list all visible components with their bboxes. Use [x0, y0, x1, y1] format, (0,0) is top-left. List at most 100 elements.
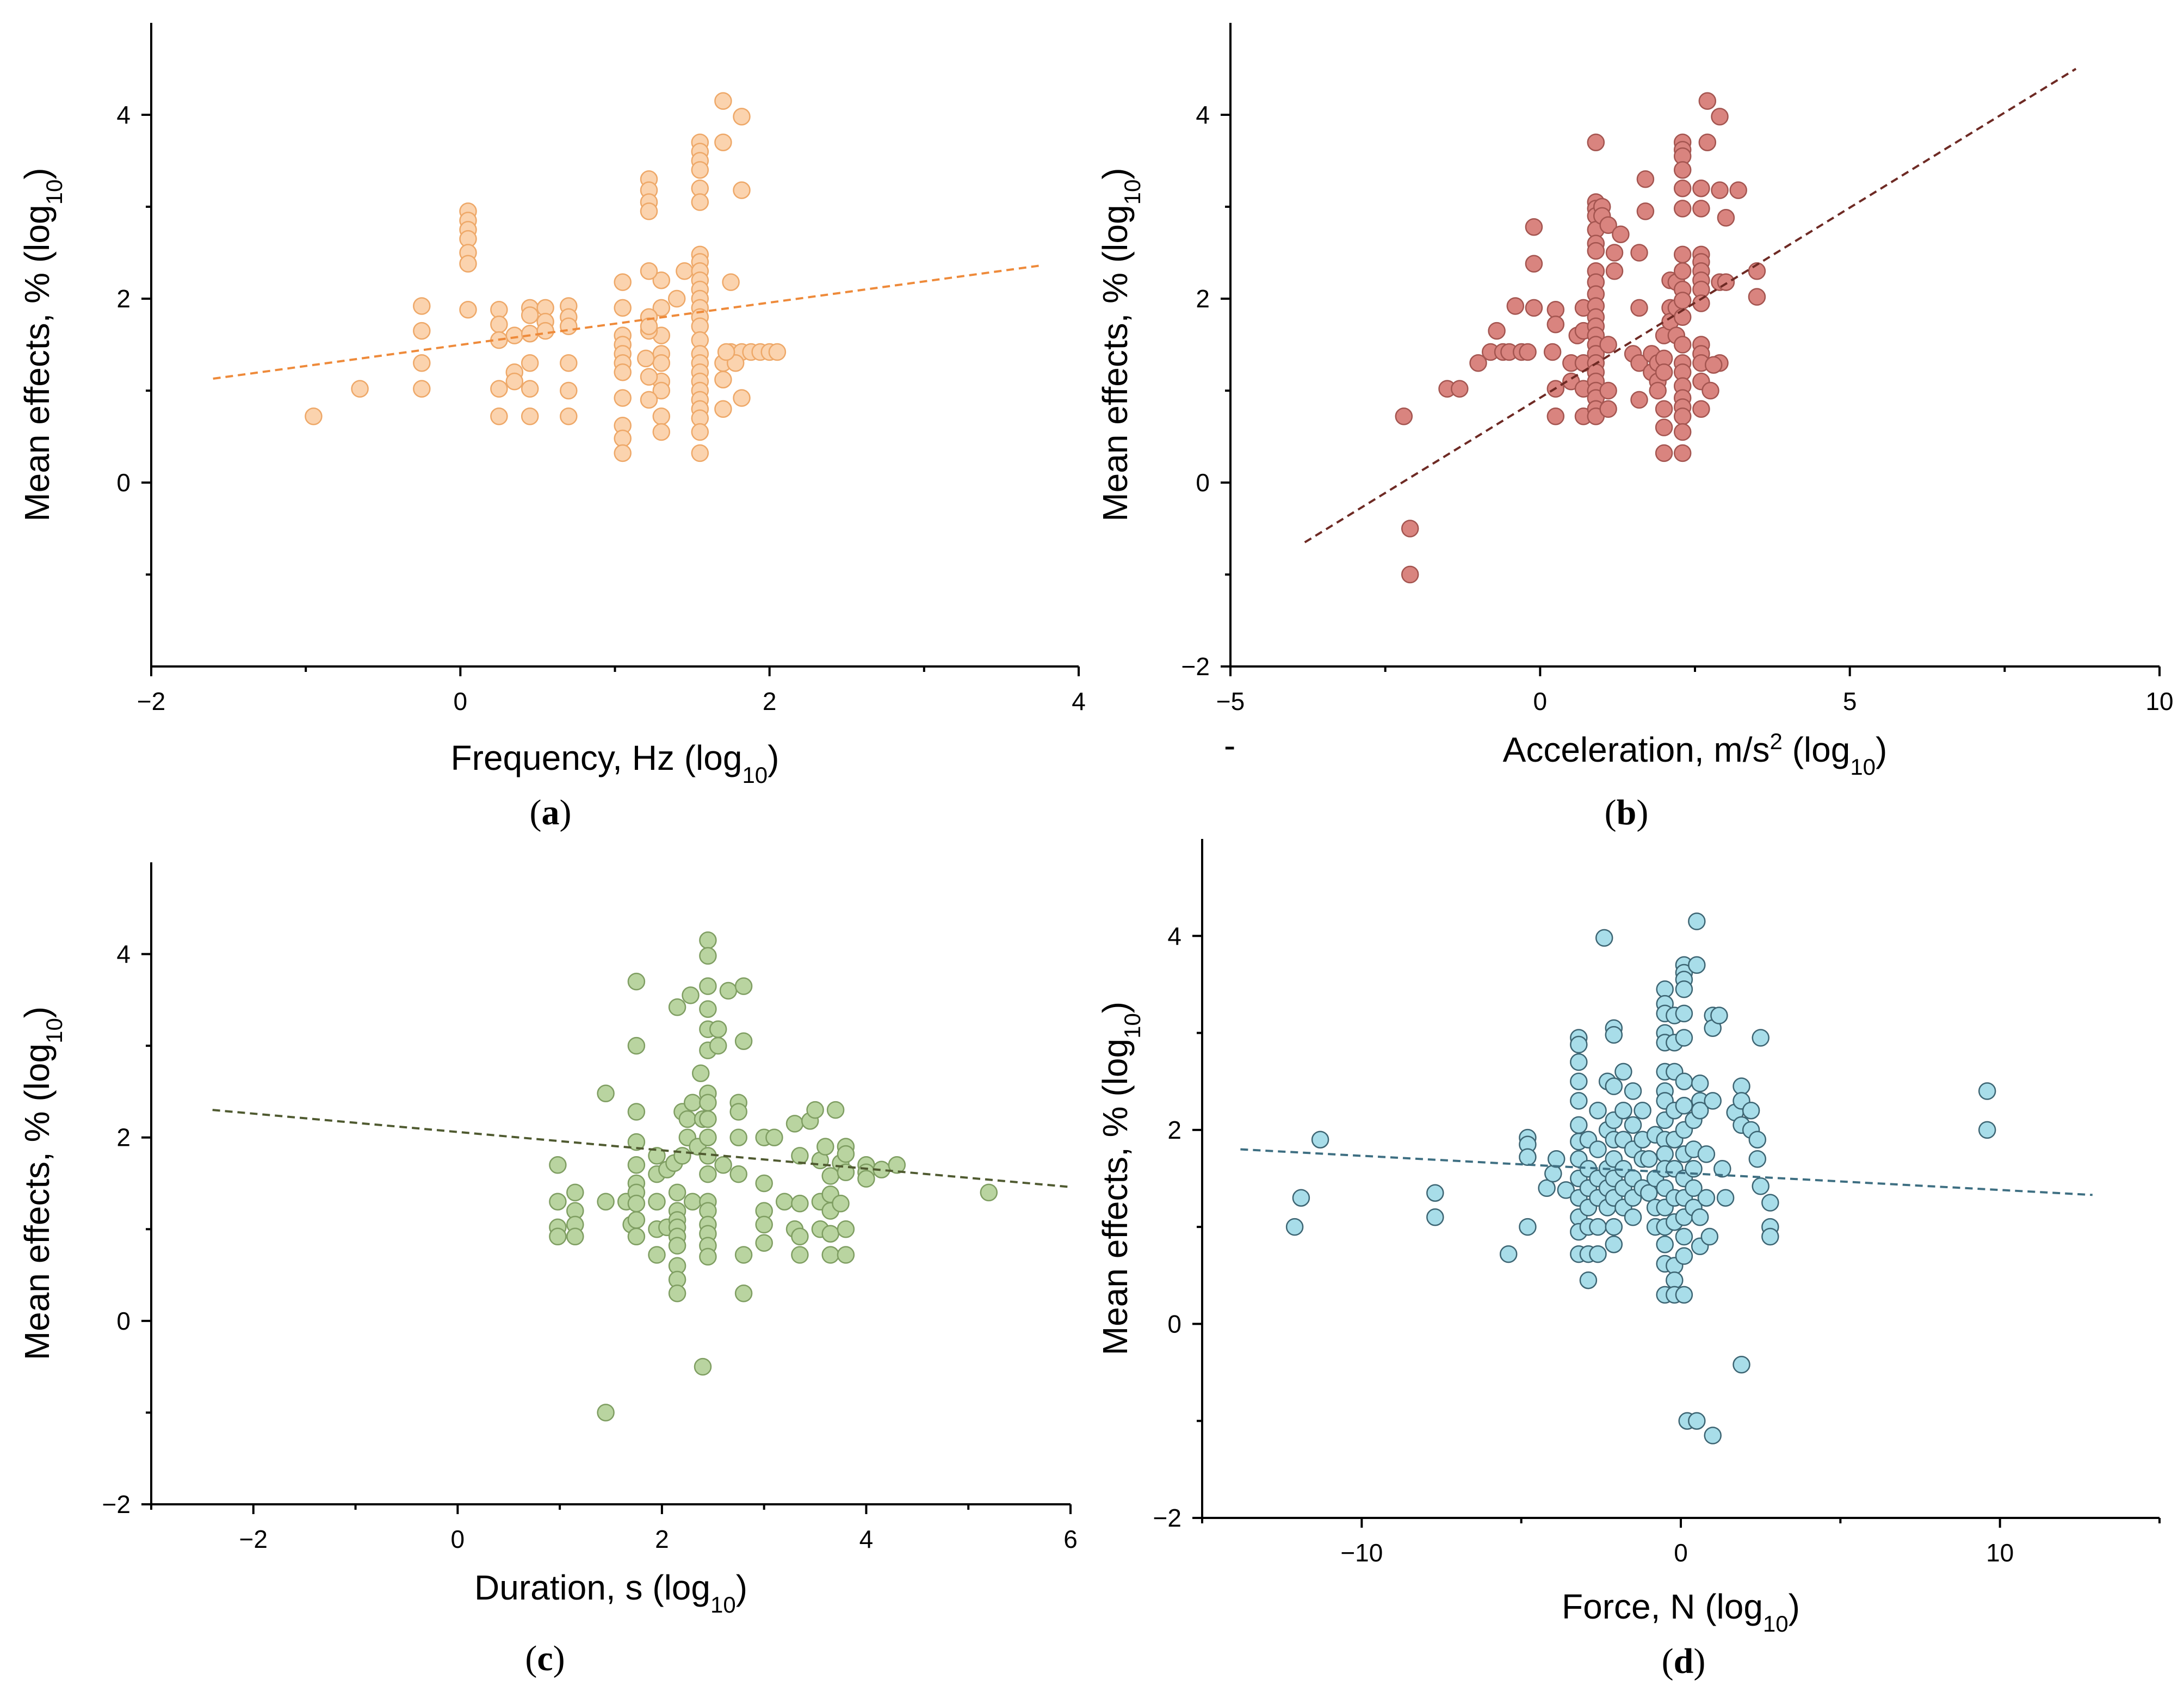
x-tick-label: 10: [1986, 1539, 2014, 1567]
data-point: [1640, 1150, 1658, 1168]
data-point: [1579, 1271, 1598, 1289]
data-point: [1691, 1101, 1709, 1120]
data-point: [1570, 1116, 1588, 1134]
data-point: [1519, 343, 1537, 361]
data-point: [1546, 301, 1565, 319]
y-axis-label-d: Mean effects, % (log10): [1096, 1002, 1145, 1355]
y-axis-label-b-part: Mean effects, % (log: [1096, 205, 1135, 521]
data-point: [755, 1174, 773, 1193]
data-point: [1547, 1150, 1566, 1168]
data-point: [678, 1110, 697, 1128]
data-point: [888, 1156, 906, 1174]
panel-label-letter: d: [1674, 1641, 1694, 1681]
panel-label-close: ): [1636, 793, 1648, 832]
data-point: [775, 1193, 794, 1211]
data-point: [1543, 343, 1562, 361]
data-point: [1698, 133, 1717, 151]
data-point: [627, 972, 646, 991]
data-point: [652, 407, 671, 425]
data-point: [806, 1101, 824, 1119]
data-point: [1691, 1075, 1709, 1092]
data-point: [1544, 1164, 1562, 1183]
data-point: [691, 423, 709, 441]
data-point: [717, 343, 735, 361]
x-tick-label: 2: [655, 1525, 669, 1553]
y-tick-label: 0: [1196, 468, 1210, 497]
data-point: [505, 326, 524, 344]
data-point: [1426, 1208, 1444, 1226]
data-point: [614, 363, 632, 381]
data-point: [413, 354, 431, 372]
data-point: [826, 1101, 845, 1119]
data-point: [566, 1227, 584, 1246]
data-point: [1752, 1177, 1770, 1195]
x-tick-label: 4: [859, 1525, 874, 1553]
data-point: [1506, 297, 1525, 315]
data-point: [1570, 1053, 1588, 1071]
data-point: [413, 297, 431, 315]
data-point: [1704, 1092, 1722, 1110]
data-point: [560, 407, 578, 425]
data-point: [1748, 288, 1766, 306]
x-axis-label-a-part: ): [768, 738, 779, 777]
data-point: [1605, 1026, 1623, 1044]
data-point: [734, 1285, 753, 1302]
data-point: [1488, 322, 1506, 340]
data-point: [1704, 356, 1723, 374]
data-point: [734, 1246, 753, 1264]
data-point: [1634, 1101, 1651, 1120]
data-point: [1656, 1145, 1674, 1163]
data-point: [1688, 956, 1706, 974]
data-point: [1716, 1189, 1735, 1207]
y-axis-label-a-part: Mean effects, % (log: [17, 205, 57, 521]
points-b: [1395, 92, 1766, 584]
x-tick-label: 10: [2145, 687, 2173, 715]
data-point: [1605, 1235, 1623, 1254]
points-d: [1285, 912, 1996, 1444]
data-point: [733, 181, 751, 199]
data-point: [1599, 400, 1617, 418]
data-point: [709, 1020, 727, 1039]
x-tick-label: 4: [1072, 687, 1086, 715]
data-point: [640, 202, 658, 220]
x-axis-label-a: Frequency, Hz (log10): [451, 738, 779, 788]
data-point: [699, 1000, 717, 1018]
data-point: [668, 1237, 686, 1255]
data-point: [1675, 1286, 1693, 1304]
data-point: [1614, 1063, 1632, 1081]
data-point: [597, 1193, 615, 1211]
panel-label-close: ): [553, 1639, 565, 1678]
y-axis-label-d-part: Mean effects, % (log: [1096, 1039, 1135, 1355]
data-point: [729, 1128, 747, 1146]
data-point: [729, 1165, 747, 1183]
data-point: [691, 161, 709, 179]
data-point: [837, 1220, 855, 1238]
data-point: [1702, 381, 1719, 400]
data-point: [459, 255, 477, 273]
data-point: [1570, 1035, 1588, 1054]
data-point: [1525, 255, 1543, 273]
data-point: [652, 423, 671, 441]
data-point: [755, 1234, 773, 1252]
x-tick-label: 0: [1674, 1539, 1688, 1567]
data-point: [1656, 1235, 1674, 1254]
data-point: [1469, 354, 1487, 372]
data-point: [837, 1246, 855, 1264]
data-point: [627, 1211, 646, 1229]
data-point: [459, 301, 477, 319]
data-point: [490, 301, 508, 319]
x-tick-label: −2: [239, 1525, 268, 1553]
data-point: [1675, 1227, 1693, 1246]
data-point: [1673, 444, 1692, 462]
x-axis-label-c: Duration, s (log10): [474, 1568, 747, 1617]
data-point: [1673, 200, 1692, 218]
data-point: [1624, 1082, 1642, 1100]
y-axis-label-a-part: 10: [41, 180, 67, 205]
data-point: [1700, 1227, 1719, 1246]
data-point: [614, 429, 632, 448]
y-axis-label-a: Mean effects, % (log10): [17, 168, 67, 521]
x-axis-label-d: Force, N (log10): [1562, 1587, 1800, 1637]
data-point: [1285, 1218, 1304, 1236]
data-point: [1655, 418, 1673, 436]
data-point: [1761, 1227, 1779, 1246]
